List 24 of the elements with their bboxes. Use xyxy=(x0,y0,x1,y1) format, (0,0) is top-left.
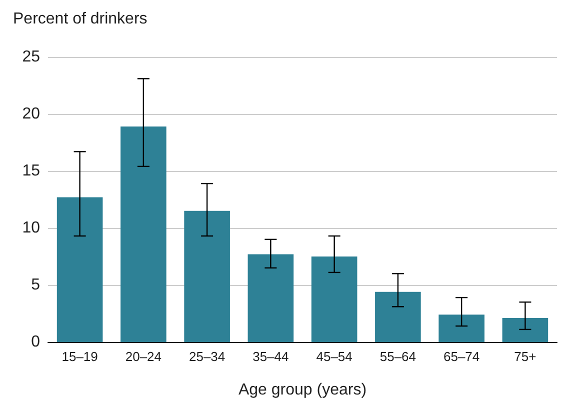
bar xyxy=(120,126,166,342)
x-tick-label: 45–54 xyxy=(316,349,352,364)
bar xyxy=(56,197,103,342)
bar xyxy=(502,318,548,342)
y-tick-label: 10 xyxy=(22,220,40,236)
x-tick-label: 35–44 xyxy=(252,349,289,364)
y-tick-label: 0 xyxy=(31,334,40,350)
y-tick-label: 15 xyxy=(22,162,40,180)
bar xyxy=(184,210,230,342)
x-axis-title: Age group (years) xyxy=(238,382,367,398)
x-tick-label: 75+ xyxy=(514,349,536,364)
bar xyxy=(311,256,358,342)
x-tick-label: 25–34 xyxy=(188,349,226,364)
bar xyxy=(438,314,484,342)
y-tick-label: 5 xyxy=(31,276,40,294)
y-tick-label: 25 xyxy=(22,48,40,66)
x-tick-label: 20–24 xyxy=(125,349,162,364)
bar xyxy=(375,292,421,342)
y-tick-label: 20 xyxy=(22,106,40,122)
x-tick-label: 65–74 xyxy=(443,349,480,364)
x-tick-label: 55–64 xyxy=(380,349,416,364)
x-tick-label: 15–19 xyxy=(62,349,98,364)
chart-title: Percent of drinkers xyxy=(13,10,148,28)
bar xyxy=(248,254,294,342)
